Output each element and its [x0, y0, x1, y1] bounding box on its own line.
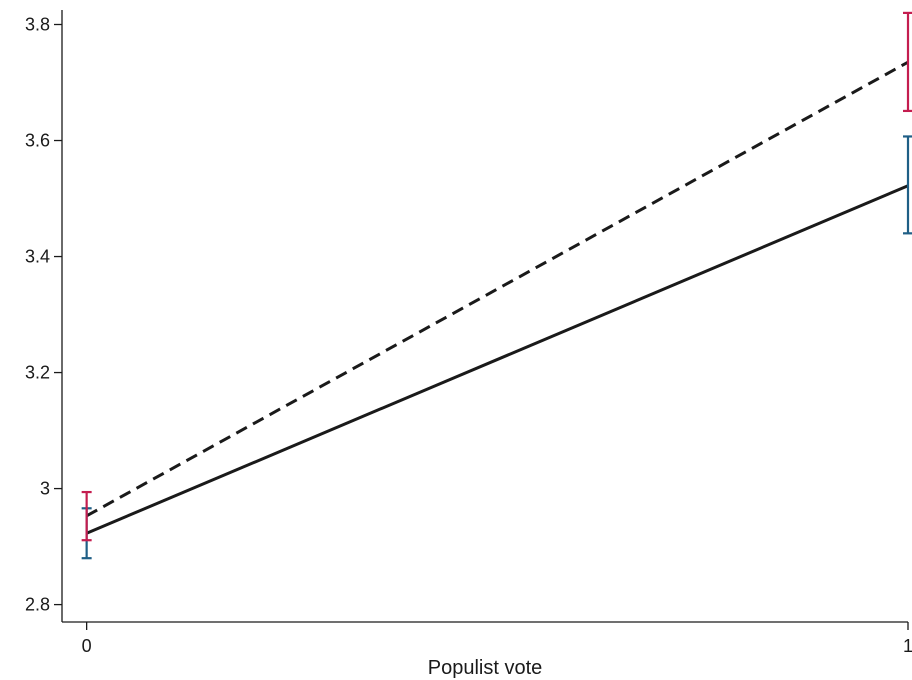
y-tick-label: 3.2	[25, 363, 50, 383]
series-line-solid	[86, 184, 909, 535]
series-layer	[85, 60, 909, 535]
axes: 2.8 3 3.2 3.4 3.6 3.8 0 1	[25, 10, 912, 656]
x-axis-title: Populist vote	[428, 657, 543, 679]
y-tick-label: 2.8	[25, 595, 50, 615]
y-tick-label: 3	[40, 479, 50, 499]
y-tick-label: 3.4	[25, 247, 50, 267]
x-tick-label: 0	[82, 636, 92, 656]
series-line-dashed	[85, 60, 909, 518]
y-tick-label: 3.8	[25, 15, 50, 35]
errorbar-layer	[81, 11, 912, 560]
y-tick-label: 3.6	[25, 131, 50, 151]
x-tick-label: 1	[903, 636, 912, 656]
